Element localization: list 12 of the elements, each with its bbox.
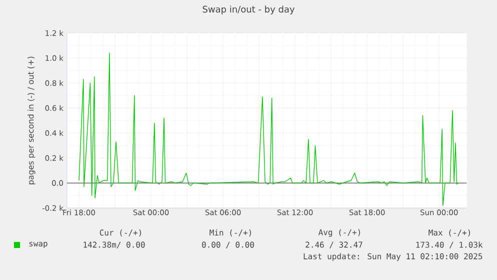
chart-title: Swap in/out - by day (202, 6, 295, 14)
text: Avg (-/+) (318, 229, 360, 237)
text: 173.40 / 1.03k (416, 242, 483, 248)
text: 142.38m/ 0.00 (84, 242, 145, 248)
text: 2.46 / 32.47 (306, 242, 362, 248)
text: 0.00 / 0.00 (202, 242, 254, 248)
text: Max (-/+) (428, 229, 470, 237)
legend-label: swap (29, 242, 48, 248)
text: Cur (-/+) (100, 229, 142, 237)
text: Last update: Sun May 11 02:10:00 2025 (304, 253, 482, 261)
text: Min (-/+) (210, 229, 252, 237)
y-axis-title: pages per second in (-) / out (+) (28, 56, 36, 184)
